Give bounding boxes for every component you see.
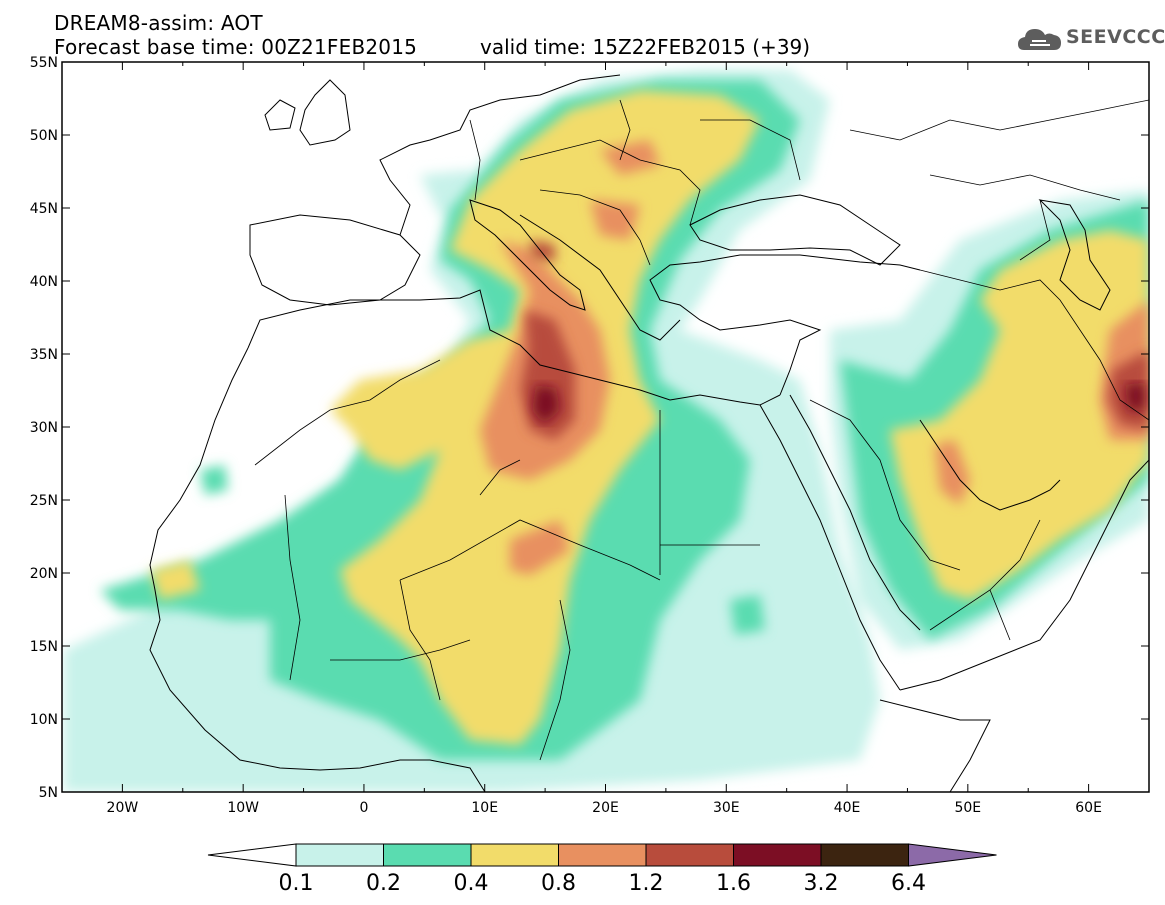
aot-field (64, 70, 1149, 792)
lat-tick-label: 15N (30, 639, 58, 655)
cloud-icon (1018, 29, 1061, 50)
latitude-labels: 55N 50N 45N 40N 35N 30N 25N 20N 15N 10N 5N (30, 55, 58, 801)
longitude-labels: 20W 10W 0 10E 20E 30E 40E 50E 60E (107, 800, 1102, 816)
axis-ticks (61, 61, 1150, 793)
colorbar-segment (733, 843, 822, 867)
colorbar-label: 0.2 (366, 871, 401, 896)
lon-tick-label: 30E (713, 800, 740, 816)
forecast-base-time: Forecast base time: 00Z21FEB2015 (54, 35, 418, 59)
seevccc-logo: SEEVCCC (1016, 20, 1165, 60)
valid-time: valid time: 15Z22FEB2015 (+39) (480, 35, 811, 59)
colorbar-label: 0.8 (541, 871, 576, 896)
colorbar-label: 6.4 (891, 871, 926, 896)
lat-tick-label: 25N (30, 493, 58, 509)
lon-tick-label: 10E (471, 800, 498, 816)
lat-tick-label: 30N (30, 420, 58, 436)
colorbar-label: 0.4 (454, 871, 489, 896)
colorbar-segment (383, 843, 472, 867)
colorbar-min-triangle (207, 843, 297, 867)
colorbar-label: 1.2 (629, 871, 664, 896)
lon-tick-label: 0 (359, 800, 368, 816)
logo-text: SEEVCCC (1066, 26, 1165, 48)
colorbar-segment (470, 843, 559, 867)
colorbar-label: 3.2 (804, 871, 839, 896)
colorbar-segment (558, 843, 647, 867)
color-bar: 0.1 0.2 0.4 0.8 1.2 1.6 3.2 6.4 (207, 843, 997, 896)
coastlines (149, 74, 1149, 792)
colorbar-segment (295, 843, 384, 867)
lon-tick-label: 10W (227, 800, 259, 816)
lat-tick-label: 50N (30, 128, 58, 144)
map-title: DREAM8-assim: AOT (54, 11, 263, 35)
lat-tick-label: 10N (30, 712, 58, 728)
lon-tick-label: 50E (954, 800, 981, 816)
lat-tick-label: 45N (30, 201, 58, 217)
lat-tick-label: 40N (30, 274, 58, 290)
colorbar-label: 1.6 (716, 871, 751, 896)
lon-tick-label: 60E (1075, 800, 1102, 816)
colorbar-max-triangle (908, 843, 997, 867)
lat-tick-label: 35N (30, 347, 58, 363)
lon-tick-label: 20W (107, 800, 139, 816)
lon-tick-label: 20E (592, 800, 619, 816)
lat-tick-label: 20N (30, 566, 58, 582)
lat-tick-label: 5N (39, 785, 58, 801)
lon-tick-label: 40E (834, 800, 861, 816)
lat-tick-label: 55N (30, 55, 58, 71)
country-borders (254, 99, 1149, 761)
colorbar-segment (645, 843, 734, 867)
aot-level-1.6 (532, 382, 1145, 425)
colorbar-label: 0.1 (279, 871, 314, 896)
colorbar-segment (820, 843, 909, 867)
